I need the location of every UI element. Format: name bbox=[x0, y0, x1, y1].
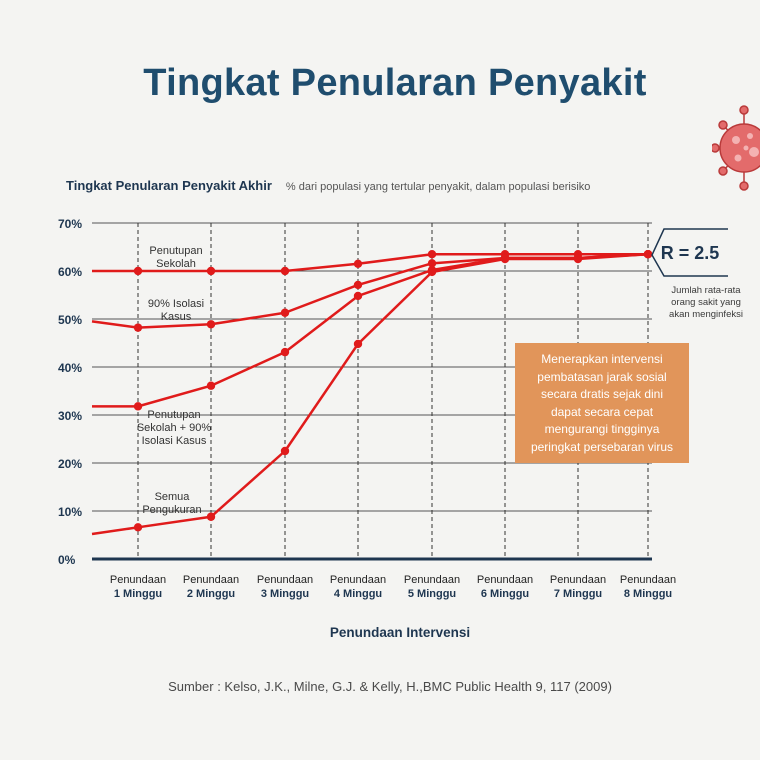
data-point bbox=[280, 446, 290, 456]
y-tick-label: 30% bbox=[58, 409, 82, 423]
series-label: Kasus bbox=[161, 311, 192, 323]
virus-icon bbox=[712, 105, 760, 191]
data-point bbox=[573, 254, 583, 264]
y-tick-label: 40% bbox=[58, 361, 82, 375]
x-tick-label-bold: 1 Minggu bbox=[114, 588, 162, 600]
r-bracket bbox=[651, 228, 728, 277]
chart-heading-main: Tingkat Penularan Penyakit Akhir bbox=[66, 178, 272, 193]
y-tick-label: 50% bbox=[58, 313, 82, 327]
source-note: Sumber : Kelso, J.K., Milne, G.J. & Kell… bbox=[168, 679, 612, 694]
data-point bbox=[500, 254, 510, 264]
x-tick-label-bold: 8 Minggu bbox=[624, 588, 672, 600]
x-tick-label: Penundaan bbox=[550, 574, 606, 586]
data-point bbox=[353, 291, 363, 301]
data-point bbox=[206, 512, 216, 521]
data-point bbox=[427, 250, 437, 259]
data-point bbox=[206, 320, 216, 329]
y-tick-label: 0% bbox=[58, 553, 76, 567]
x-tick-label-bold: 6 Minggu bbox=[481, 588, 529, 600]
y-tick-label: 70% bbox=[58, 217, 82, 231]
data-point bbox=[280, 266, 290, 276]
data-point bbox=[427, 267, 437, 277]
y-tick-label: 10% bbox=[58, 505, 82, 519]
data-point bbox=[353, 280, 363, 290]
callout-box: Menerapkan intervensi pembatasan jarak s… bbox=[515, 343, 689, 463]
chart-heading-sub: % dari populasi yang tertular penyakit, … bbox=[285, 181, 591, 193]
x-tick-label-bold: 7 Minggu bbox=[554, 588, 602, 600]
x-tick-label: Penundaan bbox=[110, 574, 166, 586]
data-point bbox=[206, 266, 216, 276]
data-point bbox=[133, 266, 143, 276]
series-label: Semua bbox=[155, 491, 191, 503]
data-point bbox=[643, 250, 653, 259]
x-tick-label-bold: 3 Minggu bbox=[261, 588, 309, 600]
x-tick-label-bold: 4 Minggu bbox=[334, 588, 382, 600]
x-tick-label: Penundaan bbox=[404, 574, 460, 586]
x-tick-label: Penundaan bbox=[477, 574, 533, 586]
x-tick-label: Penundaan bbox=[183, 574, 239, 586]
page-title: Tingkat Penularan Penyakit bbox=[143, 62, 647, 104]
r-value-label: R = 2.5 bbox=[660, 242, 720, 263]
series-label: Sekolah + 90% bbox=[137, 422, 212, 434]
data-point bbox=[133, 323, 143, 332]
data-point bbox=[280, 308, 290, 317]
x-tick-label-bold: 5 Minggu bbox=[408, 588, 456, 600]
x-tick-label-bold: 2 Minggu bbox=[187, 588, 235, 600]
series-label: Penutupan bbox=[147, 409, 200, 421]
x-axis-title: Penundaan Intervensi bbox=[329, 625, 471, 640]
series-label: Sekolah bbox=[156, 258, 196, 270]
x-tick-label: Penundaan bbox=[330, 574, 386, 586]
x-tick-label: Penundaan bbox=[257, 574, 313, 586]
r-value-note: Jumlah rata-rata orang sakit yang akan m… bbox=[669, 285, 743, 320]
y-tick-label: 20% bbox=[58, 457, 82, 471]
series-label: Penutupan bbox=[149, 245, 202, 257]
data-point bbox=[206, 381, 216, 390]
data-point bbox=[133, 523, 143, 532]
data-point bbox=[353, 339, 363, 349]
data-point bbox=[353, 259, 363, 268]
x-tick-label: Penundaan bbox=[620, 574, 676, 586]
data-point bbox=[280, 347, 290, 357]
data-point bbox=[427, 259, 437, 268]
chart-heading: Tingkat Penularan Penyakit Akhir % dari p… bbox=[66, 178, 590, 193]
y-tick-label: 60% bbox=[58, 265, 82, 279]
series-label: Isolasi Kasus bbox=[142, 435, 207, 447]
data-point bbox=[133, 402, 143, 411]
series-label: Pengukuran bbox=[142, 504, 201, 516]
series-label: 90% Isolasi bbox=[148, 298, 204, 310]
